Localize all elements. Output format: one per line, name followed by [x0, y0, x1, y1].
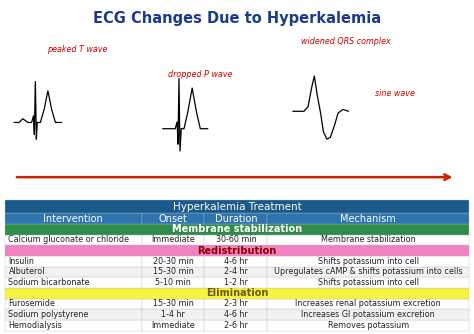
Text: Albuterol: Albuterol [9, 268, 45, 277]
Text: 2-3 hr: 2-3 hr [224, 300, 248, 309]
Text: Insulin: Insulin [9, 257, 34, 266]
Text: Membrane stabilization: Membrane stabilization [321, 235, 416, 244]
Bar [142, 320, 204, 331]
Bar [142, 277, 204, 288]
Text: Increases renal potassium excretion: Increases renal potassium excretion [295, 300, 441, 309]
Text: Immediate: Immediate [151, 321, 195, 330]
Bar [267, 299, 469, 309]
Bar [204, 320, 267, 331]
Text: Shifts potassium into cell: Shifts potassium into cell [318, 278, 419, 287]
Text: 1-2 hr: 1-2 hr [224, 278, 248, 287]
Text: peaked T wave: peaked T wave [46, 45, 107, 54]
Bar [142, 234, 204, 245]
Bar [204, 234, 267, 245]
Bar [5, 309, 142, 320]
Text: Increases GI potassium excretion: Increases GI potassium excretion [301, 310, 435, 319]
Text: Removes potassium: Removes potassium [328, 321, 409, 330]
Bar [142, 309, 204, 320]
Text: Redistribution: Redistribution [197, 245, 277, 256]
Bar [267, 320, 469, 331]
Text: Duration: Duration [215, 213, 257, 223]
Text: 5-10 min: 5-10 min [155, 278, 191, 287]
Bar [142, 256, 204, 267]
Text: Shifts potassium into cell: Shifts potassium into cell [318, 257, 419, 266]
Bar [267, 267, 469, 277]
Bar [204, 267, 267, 277]
Bar [5, 245, 469, 256]
Bar [204, 256, 267, 267]
Bar [5, 288, 469, 299]
Bar [267, 277, 469, 288]
Text: Furosemide: Furosemide [9, 300, 55, 309]
Text: Elimination: Elimination [206, 288, 268, 298]
Text: Onset: Onset [159, 213, 188, 223]
Bar [204, 309, 267, 320]
Text: Calcium gluconate or chloride: Calcium gluconate or chloride [9, 235, 129, 244]
Text: Sodium polystyrene: Sodium polystyrene [9, 310, 89, 319]
Bar [5, 213, 142, 224]
Bar [5, 299, 142, 309]
Text: widened QRS complex: widened QRS complex [301, 37, 391, 46]
Bar [267, 309, 469, 320]
Bar [5, 277, 142, 288]
Bar [142, 213, 204, 224]
Text: Mechanism: Mechanism [340, 213, 396, 223]
Bar [142, 267, 204, 277]
Text: 1-4 hr: 1-4 hr [161, 310, 185, 319]
Bar [267, 213, 469, 224]
Text: 15-30 min: 15-30 min [153, 300, 193, 309]
Text: dropped P wave: dropped P wave [168, 70, 232, 79]
Bar [142, 299, 204, 309]
Bar [5, 256, 142, 267]
Text: 30-60 min: 30-60 min [216, 235, 256, 244]
Text: 20-30 min: 20-30 min [153, 257, 193, 266]
Text: 15-30 min: 15-30 min [153, 268, 193, 277]
Bar [5, 224, 469, 234]
Text: Sodium bicarbonate: Sodium bicarbonate [9, 278, 90, 287]
Text: 2-6 hr: 2-6 hr [224, 321, 248, 330]
Text: 2-4 hr: 2-4 hr [224, 268, 248, 277]
Text: sine wave: sine wave [375, 90, 415, 98]
Bar [5, 267, 142, 277]
Text: 4-6 hr: 4-6 hr [224, 257, 248, 266]
Bar [204, 299, 267, 309]
Text: Intervention: Intervention [44, 213, 103, 223]
Bar [267, 234, 469, 245]
Bar [5, 320, 142, 331]
Text: Membrane stabilization: Membrane stabilization [172, 224, 302, 234]
Text: Upregulates cAMP & shifts potassium into cells: Upregulates cAMP & shifts potassium into… [274, 268, 463, 277]
Bar [5, 234, 142, 245]
Bar [5, 200, 469, 213]
Bar [204, 277, 267, 288]
Bar [204, 213, 267, 224]
Text: Immediate: Immediate [151, 235, 195, 244]
Text: ECG Changes Due to Hyperkalemia: ECG Changes Due to Hyperkalemia [93, 11, 381, 26]
Bar [267, 256, 469, 267]
Text: Hyperkalemia Treatment: Hyperkalemia Treatment [173, 202, 301, 212]
Text: Hemodialysis: Hemodialysis [9, 321, 62, 330]
Text: 4-6 hr: 4-6 hr [224, 310, 248, 319]
